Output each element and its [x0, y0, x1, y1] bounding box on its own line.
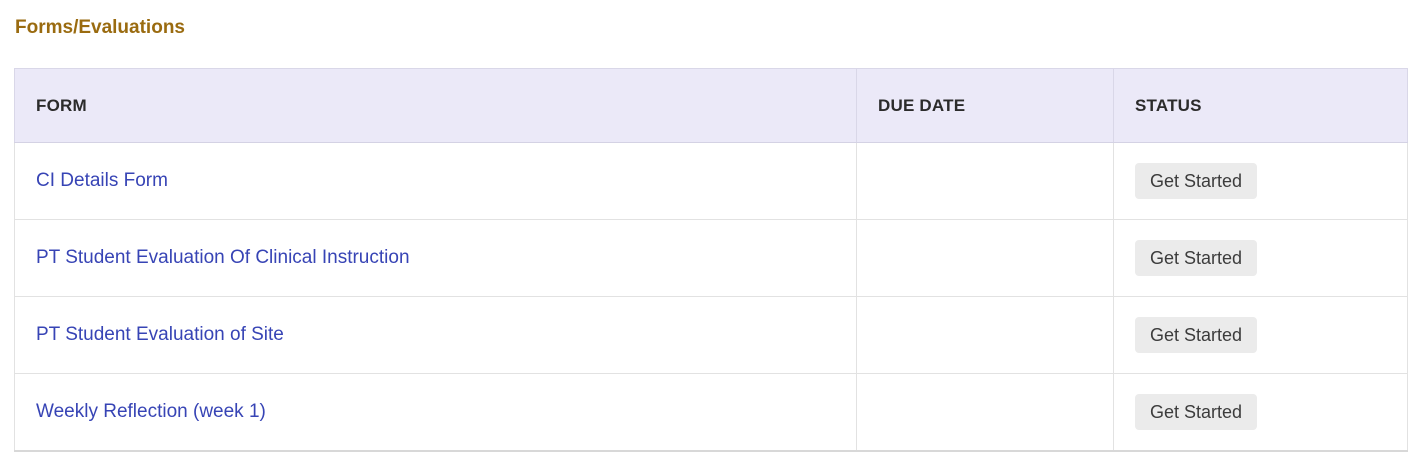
get-started-button[interactable]: Get Started [1135, 240, 1258, 276]
table-row: CI Details Form Get Started [14, 142, 1408, 220]
table-row: PT Student Evaluation of Site Get Starte… [14, 296, 1408, 374]
due-date-cell [856, 296, 1114, 374]
form-cell: CI Details Form [14, 142, 857, 220]
form-cell: Weekly Reflection (week 1) [14, 373, 857, 451]
due-date-cell [856, 373, 1114, 451]
forms-table-header: FORM DUE DATE STATUS [14, 68, 1408, 143]
status-cell: Get Started [1113, 142, 1408, 220]
column-header-status: STATUS [1113, 68, 1408, 143]
form-link-ci-details-form[interactable]: CI Details Form [36, 170, 168, 191]
due-date-cell [856, 219, 1114, 297]
status-cell: Get Started [1113, 373, 1408, 451]
form-link-pt-student-evaluation-of-site[interactable]: PT Student Evaluation of Site [36, 324, 284, 345]
due-date-cell [856, 142, 1114, 220]
status-cell: Get Started [1113, 296, 1408, 374]
get-started-button[interactable]: Get Started [1135, 393, 1258, 430]
get-started-button[interactable]: Get Started [1135, 163, 1258, 199]
status-cell: Get Started [1113, 219, 1408, 297]
form-cell: PT Student Evaluation Of Clinical Instru… [14, 219, 857, 297]
form-link-weekly-reflection-week-1[interactable]: Weekly Reflection (week 1) [36, 400, 266, 422]
column-header-form: FORM [14, 68, 857, 143]
form-cell: PT Student Evaluation of Site [14, 296, 857, 374]
forms-table: FORM DUE DATE STATUS CI Details Form Get… [14, 68, 1408, 452]
column-header-due-date: DUE DATE [856, 68, 1114, 143]
section-title: Forms/Evaluations [15, 17, 185, 38]
table-row: PT Student Evaluation Of Clinical Instru… [14, 219, 1408, 297]
form-link-pt-student-evaluation-of-clinical-instruction[interactable]: PT Student Evaluation Of Clinical Instru… [36, 247, 410, 268]
get-started-button[interactable]: Get Started [1135, 317, 1258, 353]
table-row: Weekly Reflection (week 1) Get Started [14, 373, 1408, 451]
